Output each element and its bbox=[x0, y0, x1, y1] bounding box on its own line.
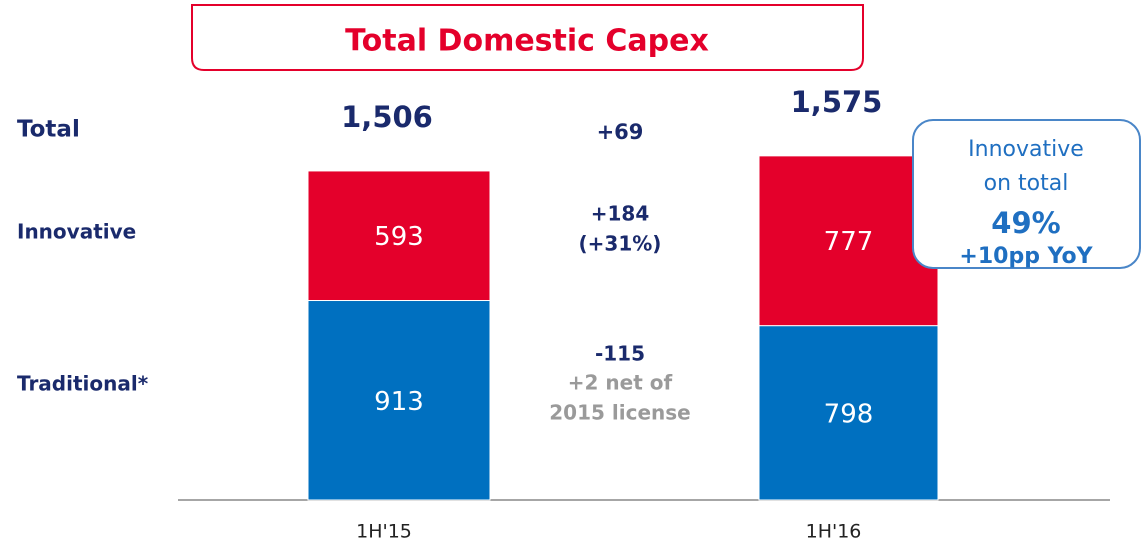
change-label: +184 bbox=[591, 202, 650, 226]
total-label: 1,575 bbox=[791, 85, 883, 119]
change-label: +69 bbox=[597, 120, 644, 144]
bars: 913 593 1,506 1H'15 798 777 1,575 1H'16 bbox=[307, 85, 939, 543]
callout-text: +10pp YoY bbox=[959, 244, 1093, 269]
row-label: Total bbox=[17, 117, 80, 143]
change-note: +2 net of bbox=[568, 371, 673, 395]
segment-label: 798 bbox=[824, 399, 874, 429]
callout: Innovative on total 49% +10pp YoY bbox=[912, 119, 1141, 269]
x-tick-label: 1H'16 bbox=[806, 521, 862, 543]
change-label: (+31%) bbox=[579, 232, 662, 256]
callout-text: Innovative bbox=[968, 137, 1084, 162]
title-box bbox=[191, 4, 864, 71]
segment-label: 593 bbox=[374, 222, 424, 252]
x-tick-label: 1H'15 bbox=[356, 521, 412, 543]
bar-segment bbox=[307, 170, 491, 302]
bar-segment bbox=[758, 325, 939, 501]
bar-segment bbox=[758, 155, 939, 327]
segment-label: 777 bbox=[824, 227, 874, 257]
total-label: 1,506 bbox=[341, 100, 433, 134]
row-label: Traditional* bbox=[17, 372, 149, 396]
change-label: -115 bbox=[595, 342, 645, 366]
callout-box bbox=[912, 119, 1141, 269]
row-label: Innovative bbox=[17, 220, 136, 244]
segment-label: 913 bbox=[374, 387, 424, 417]
change-note: 2015 license bbox=[549, 401, 690, 425]
bar-segment bbox=[307, 300, 491, 501]
callout-text: 49% bbox=[991, 206, 1060, 240]
chart-title: Total Domestic Capex bbox=[345, 24, 709, 59]
callout-text: on total bbox=[984, 171, 1069, 196]
